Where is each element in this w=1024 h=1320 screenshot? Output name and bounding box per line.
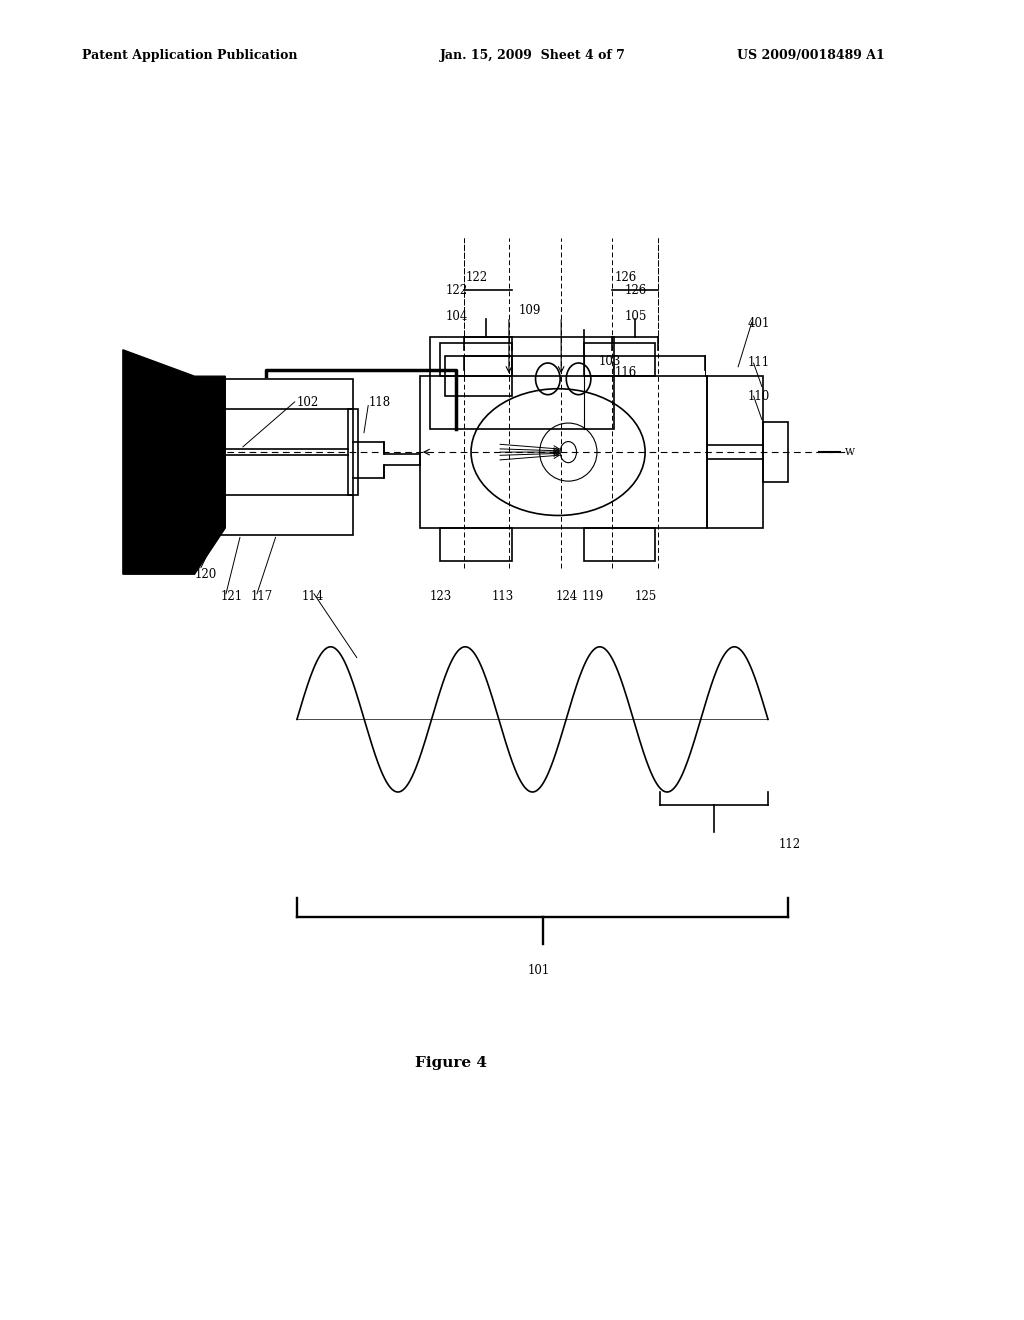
Text: 116: 116 [614,366,637,379]
Bar [440,528,512,561]
Text: 121: 121 [220,590,243,603]
Text: 123: 123 [430,590,453,603]
Bar [220,379,353,535]
Bar [420,376,707,528]
Text: 113: 113 [492,590,514,603]
Text: 110: 110 [748,389,770,403]
Text: Patent Application Publication: Patent Application Publication [82,49,297,62]
Bar [707,376,763,528]
Bar [440,343,512,376]
Text: 112: 112 [778,838,801,851]
Text: 120: 120 [195,568,217,581]
Text: W: W [133,449,143,457]
Text: 401: 401 [748,317,770,330]
Text: 122: 122 [445,284,468,297]
Text: 111: 111 [748,356,770,370]
Text: 109: 109 [518,304,541,317]
Text: 118: 118 [369,396,391,409]
Text: 124: 124 [556,590,579,603]
Text: 103: 103 [599,355,622,368]
Bar [445,356,512,396]
Text: 125: 125 [635,590,657,603]
Text: 122: 122 [466,271,488,284]
Text: 119: 119 [582,590,604,603]
Text: 105: 105 [625,310,647,323]
Text: 102: 102 [297,396,319,409]
Bar [348,409,358,495]
Bar [763,422,788,482]
Bar [430,337,614,429]
Polygon shape [123,350,225,574]
Bar [584,528,655,561]
Text: US 2009/0018489 A1: US 2009/0018489 A1 [737,49,885,62]
Bar [584,343,655,376]
Text: W: W [845,449,855,457]
Text: 114: 114 [302,590,325,603]
Text: 117: 117 [251,590,273,603]
Text: 126: 126 [614,271,637,284]
Text: 126: 126 [625,284,647,297]
Text: Figure 4: Figure 4 [415,1056,486,1069]
Text: 101: 101 [527,964,550,977]
Text: 104: 104 [445,310,468,323]
Text: Jan. 15, 2009  Sheet 4 of 7: Jan. 15, 2009 Sheet 4 of 7 [440,49,627,62]
